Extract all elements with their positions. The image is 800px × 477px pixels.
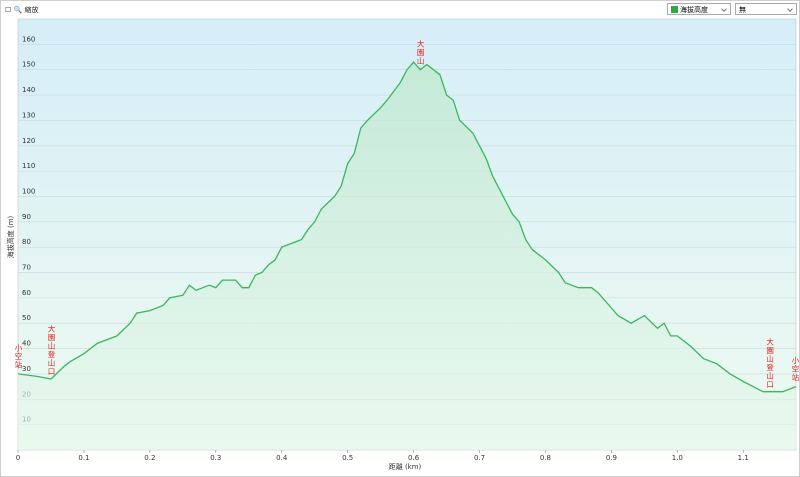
area-fill [18,62,796,450]
annotation: 大園山登山口 [765,336,774,388]
annotation: 大園山 [416,38,425,65]
option-select[interactable]: 無 [735,3,797,15]
x-tick-label: 1.1 [738,454,749,462]
x-tick-label: 0.2 [144,454,155,462]
x-tick-label: 0.7 [474,454,485,462]
y-axis-title: 海拔高度 (m) [6,215,15,258]
y-tick-label: 50 [22,314,31,322]
y-tick-label: 70 [22,264,31,272]
y-tick-label: 30 [22,365,31,373]
y-tick-label: 90 [22,213,31,221]
y-tick-label: 60 [22,289,31,297]
y-tick-label: 110 [22,162,35,170]
y-tick-label: 120 [22,137,35,145]
y-tick-label: 80 [22,238,31,246]
annotation: 小空站 [14,344,23,370]
x-tick-label: 0.8 [540,454,551,462]
x-tick-label: 0.1 [78,454,89,462]
y-tick-label: 130 [22,111,35,119]
annotation: 大園山登山口 [47,324,56,376]
elevation-line [17,61,797,393]
y-tick-label: 140 [22,86,35,94]
x-tick-label: 0.9 [606,454,617,462]
y-tick-label: 150 [22,61,35,69]
series-name: 海拔高度 [680,6,708,14]
x-tick-label: 0.4 [276,454,288,462]
x-axis-title: 距離 (km) [389,462,422,471]
option-label: 無 [739,6,746,14]
x-tick-label: 0.5 [342,454,353,462]
zoom-label: 縮放 [24,6,39,14]
x-tick-label: 1.0 [672,454,683,462]
y-tick-label: 160 [22,35,35,43]
annotation: 小空站 [791,356,799,382]
x-tick-label: 0.6 [408,454,420,462]
x-tick-label: 0 [16,454,20,462]
x-tick-label: 0.3 [210,454,221,462]
series-select[interactable]: 海拔高度 [667,3,731,15]
series-swatch [671,6,678,13]
y-tick-label: 40 [22,340,31,348]
y-tick-label: 100 [22,187,35,195]
zoom-toggle[interactable]: ☐ 🔍 縮放 [5,6,39,14]
